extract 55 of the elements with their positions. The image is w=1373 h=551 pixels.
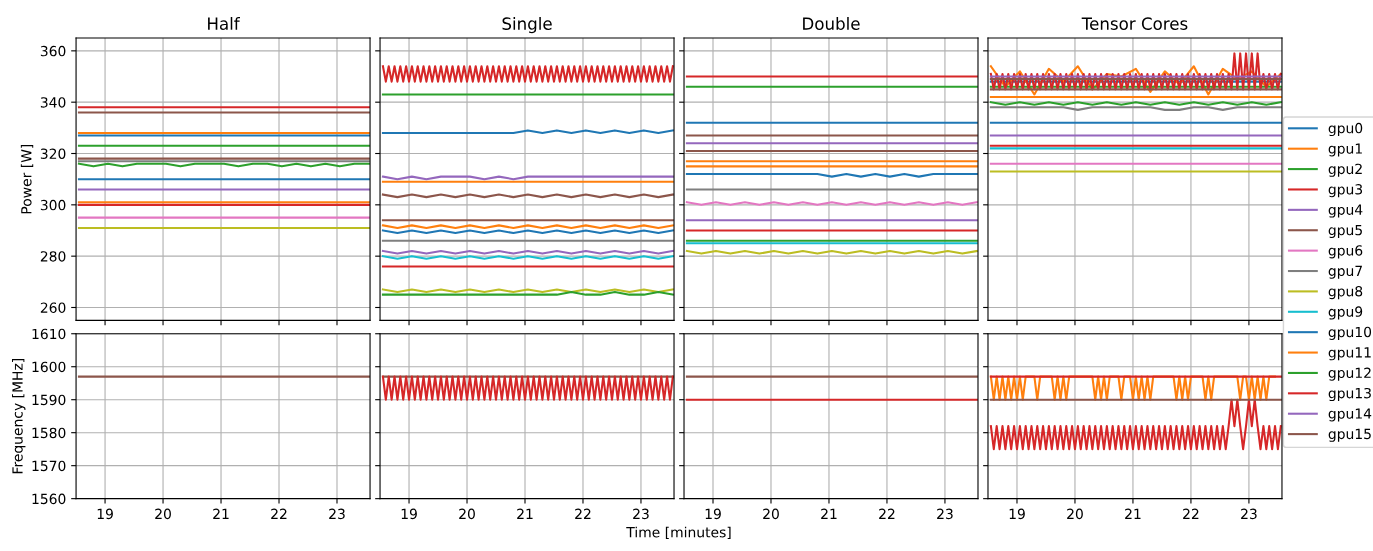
y-axis-title: Frequency [MHz] bbox=[12, 359, 26, 474]
y-tick-label: 300 bbox=[40, 199, 66, 211]
legend-label: gpu4 bbox=[1328, 204, 1363, 218]
legend-label: gpu15 bbox=[1328, 428, 1371, 442]
y-axis-title: Power [W] bbox=[20, 144, 34, 214]
chart-title: Double bbox=[803, 17, 860, 30]
y-tick-label: 1580 bbox=[32, 427, 66, 439]
x-tick-label: 22 bbox=[575, 508, 591, 519]
x-tick-label: 23 bbox=[633, 508, 649, 520]
x-tick-label: 19 bbox=[97, 508, 113, 520]
x-tick-label: 23 bbox=[937, 508, 953, 520]
legend-label: gpu11 bbox=[1328, 347, 1371, 361]
legend-label: gpu3 bbox=[1328, 184, 1363, 198]
y-tick-label: 1560 bbox=[32, 493, 66, 505]
x-tick-label: 21 bbox=[821, 508, 837, 519]
y-tick-label: 1590 bbox=[32, 394, 66, 406]
y-tick-label: 1570 bbox=[32, 460, 66, 472]
x-tick-label: 21 bbox=[1125, 508, 1141, 519]
x-tick-label: 22 bbox=[271, 508, 287, 519]
x-tick-label: 22 bbox=[879, 508, 895, 519]
x-tick-label: 20 bbox=[763, 508, 779, 520]
x-tick-label: 20 bbox=[155, 508, 171, 520]
legend-label: gpu12 bbox=[1328, 367, 1371, 381]
x-tick-label: 19 bbox=[705, 508, 721, 520]
x-tick-label: 19 bbox=[1009, 508, 1025, 520]
y-tick-label: 320 bbox=[40, 148, 66, 159]
y-tick-label: 1610 bbox=[32, 328, 66, 340]
legend-label: gpu9 bbox=[1328, 306, 1363, 320]
x-tick-label: 21 bbox=[213, 508, 229, 519]
legend-label: gpu14 bbox=[1328, 408, 1372, 422]
legend-label: gpu7 bbox=[1328, 265, 1362, 279]
chart-title: Single bbox=[502, 17, 552, 34]
y-tick-label: 340 bbox=[40, 97, 66, 108]
x-tick-label: 21 bbox=[517, 508, 533, 519]
legend-label: gpu0 bbox=[1328, 122, 1363, 137]
chart-title: Tensor Cores bbox=[1081, 17, 1188, 30]
x-tick-label: 23 bbox=[1241, 508, 1257, 520]
y-tick-label: 1600 bbox=[32, 361, 66, 373]
x-tick-label: 20 bbox=[1067, 508, 1083, 520]
legend-label: gpu2 bbox=[1328, 163, 1362, 177]
legend-label: gpu8 bbox=[1328, 285, 1363, 300]
legend-label: gpu10 bbox=[1328, 326, 1372, 340]
x-tick-label: 20 bbox=[459, 508, 475, 520]
legend-label: gpu1 bbox=[1328, 143, 1362, 157]
legend-label: gpu13 bbox=[1328, 387, 1371, 402]
y-tick-label: 360 bbox=[40, 45, 66, 57]
x-axis-title: Time [minutes] bbox=[626, 526, 731, 540]
y-tick-label: 260 bbox=[40, 302, 66, 313]
x-tick-label: 19 bbox=[401, 508, 417, 520]
x-tick-label: 23 bbox=[329, 508, 345, 520]
x-tick-label: 22 bbox=[1183, 508, 1199, 519]
chart-title: Half bbox=[208, 17, 240, 30]
y-tick-label: 280 bbox=[40, 251, 66, 262]
legend-label: gpu5 bbox=[1328, 224, 1362, 238]
legend-label: gpu6 bbox=[1328, 245, 1363, 259]
